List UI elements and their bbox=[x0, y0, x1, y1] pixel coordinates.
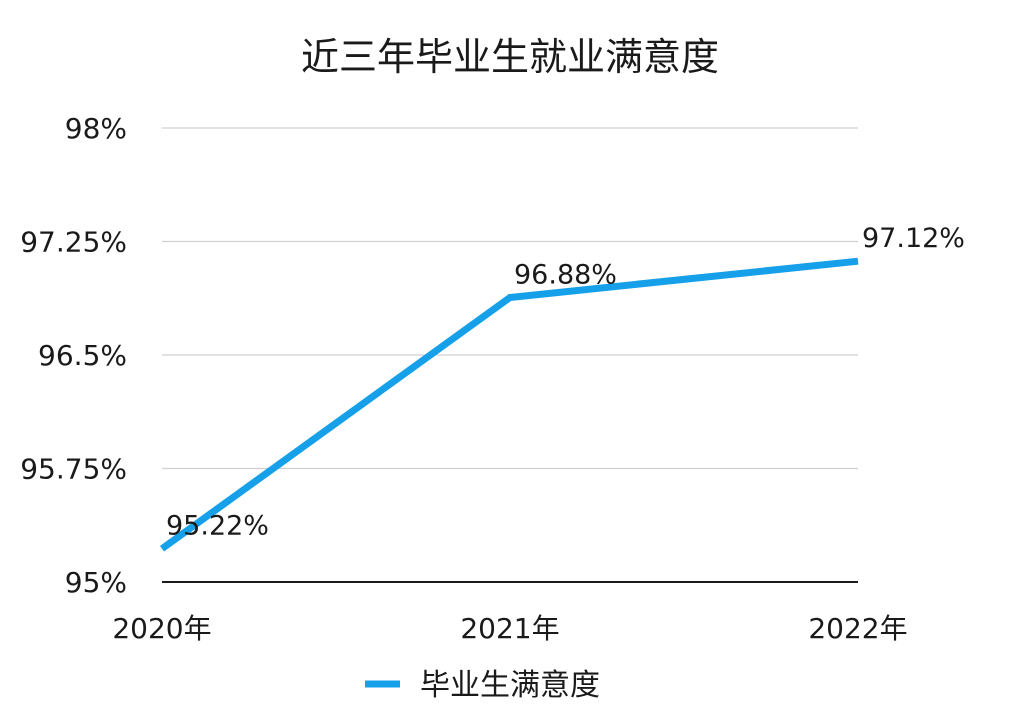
series-group bbox=[159, 257, 859, 552]
data-label: 96.88% bbox=[514, 259, 617, 290]
series-line bbox=[159, 257, 859, 552]
y-tick-label: 95.75% bbox=[20, 453, 127, 486]
legend-label: 毕业生满意度 bbox=[420, 668, 600, 703]
y-tick-label: 97.25% bbox=[20, 226, 127, 259]
x-tick-label: 2022年 bbox=[808, 612, 907, 645]
x-tick-label: 2021年 bbox=[460, 612, 559, 645]
data-labels: 95.22% 96.88% 97.12% bbox=[166, 223, 965, 542]
x-tick-label: 2020年 bbox=[112, 612, 211, 645]
x-axis: 2020年 2021年 2022年 bbox=[112, 612, 907, 645]
data-label: 95.22% bbox=[166, 511, 269, 542]
data-label: 97.12% bbox=[862, 223, 965, 254]
chart-title: 近三年毕业生就业满意度 bbox=[301, 35, 719, 79]
y-tick-label: 98% bbox=[65, 112, 127, 145]
y-tick-label: 95% bbox=[65, 566, 127, 599]
legend: 毕业生满意度 bbox=[365, 668, 600, 703]
y-axis: 95% 95.75% 96.5% 97.25% 98% bbox=[20, 112, 127, 599]
y-tick-label: 96.5% bbox=[38, 339, 127, 372]
